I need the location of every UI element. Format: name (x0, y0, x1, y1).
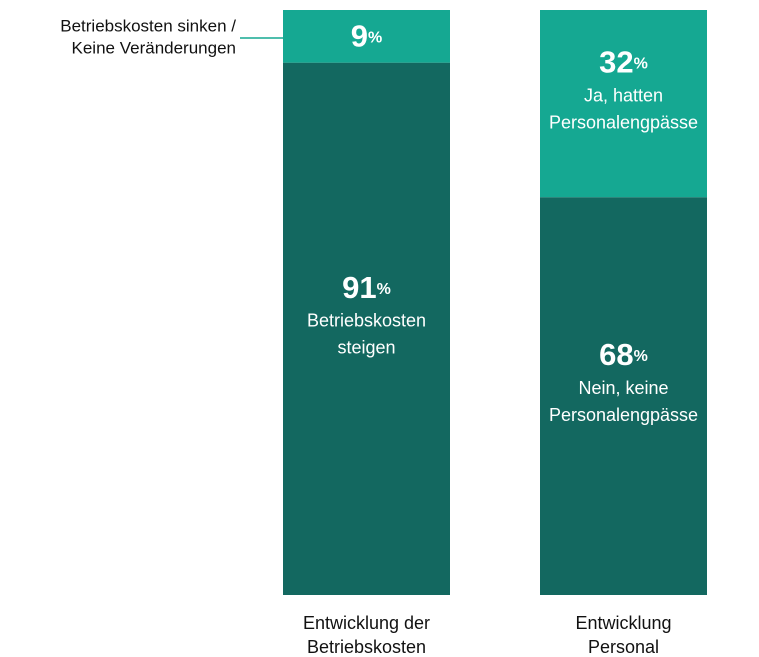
bar-segment (283, 10, 450, 63)
value-unit: % (377, 281, 391, 298)
value-number: 68 (599, 337, 633, 372)
category-label: Entwicklung der (303, 613, 430, 633)
value-unit: % (634, 348, 648, 365)
annotation: Keine Veränderungen (72, 38, 236, 57)
value-label: 68% (599, 337, 648, 372)
category-label: Personal (588, 637, 659, 657)
value-number: 32 (599, 45, 633, 80)
bar-segment (283, 62, 450, 595)
value-unit: % (368, 30, 382, 47)
bar-segment (540, 197, 707, 595)
value-label: 91% (342, 270, 391, 305)
category-label: Entwicklung (575, 613, 671, 633)
segment-label: steigen (337, 338, 395, 358)
value-unit: % (634, 56, 648, 73)
annotation: Betriebskosten sinken / (60, 16, 236, 35)
segment-label: Nein, keine (578, 378, 668, 398)
segment-label: Personalengpässe (549, 112, 698, 132)
value-number: 9 (351, 19, 368, 54)
value-label: 9% (351, 19, 382, 54)
category-label: Betriebskosten (307, 637, 426, 657)
segment-label: Ja, hatten (584, 85, 663, 105)
value-label: 32% (599, 45, 648, 80)
segment-label: Personalengpässe (549, 405, 698, 425)
value-number: 91 (342, 270, 376, 305)
bar-segment (540, 10, 707, 198)
segment-label: Betriebskosten (307, 311, 426, 331)
